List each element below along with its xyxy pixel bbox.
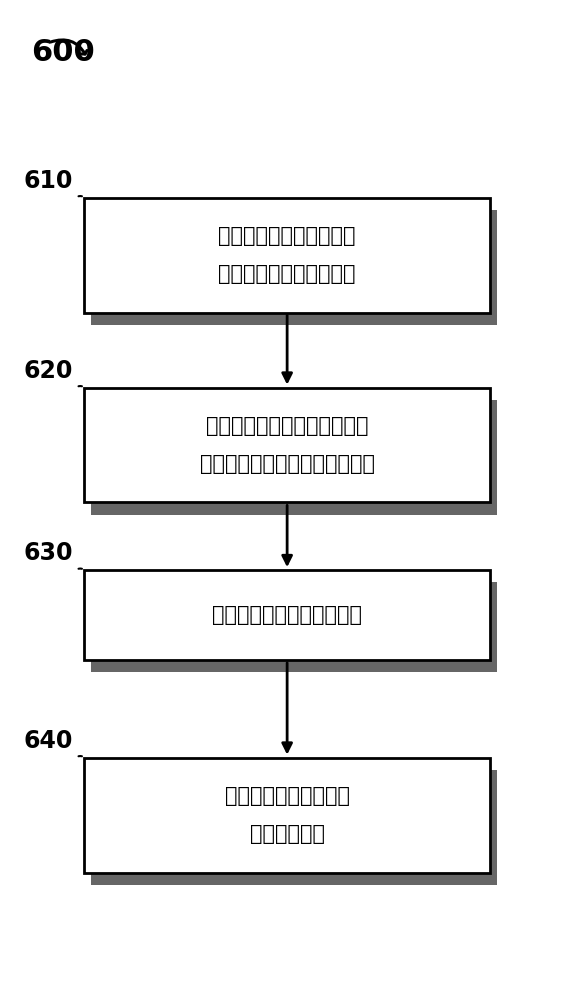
FancyBboxPatch shape <box>84 758 490 872</box>
Text: 组件获得一个或多个信号: 组件获得一个或多个信号 <box>218 264 356 284</box>
FancyBboxPatch shape <box>91 210 497 324</box>
FancyBboxPatch shape <box>84 570 490 660</box>
Text: 630: 630 <box>24 541 73 565</box>
FancyBboxPatch shape <box>91 399 497 514</box>
Text: 从振动计量仪中的计量仪: 从振动计量仪中的计量仪 <box>218 226 356 246</box>
Text: 600: 600 <box>31 38 95 67</box>
FancyBboxPatch shape <box>91 582 497 672</box>
FancyBboxPatch shape <box>84 387 490 502</box>
Text: 测量计量仪电子器件的温度: 测量计量仪电子器件的温度 <box>212 605 362 625</box>
Text: 基于所测量的温度生成: 基于所测量的温度生成 <box>225 786 350 806</box>
Text: 610: 610 <box>24 168 73 192</box>
Text: 信号参数偏移: 信号参数偏移 <box>249 824 325 844</box>
Text: 640: 640 <box>24 728 73 752</box>
Text: 将所述一个或多个信号提供给: 将所述一个或多个信号提供给 <box>206 416 368 436</box>
Text: 620: 620 <box>24 359 73 382</box>
Text: 振动计量仪中的计量仪电子器件: 振动计量仪中的计量仪电子器件 <box>200 454 374 474</box>
FancyBboxPatch shape <box>91 770 497 884</box>
FancyBboxPatch shape <box>84 198 490 312</box>
